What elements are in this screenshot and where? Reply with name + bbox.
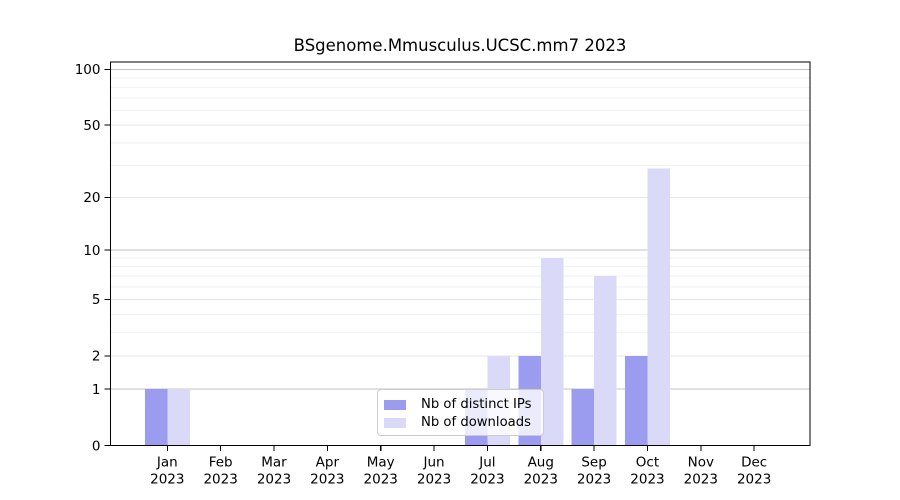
y-tick-label: 1 xyxy=(92,382,101,398)
y-tick-label: 0 xyxy=(92,438,101,454)
y-tick-label: 50 xyxy=(83,118,100,134)
bar-distinct-ips-oct xyxy=(624,355,648,446)
bar-distinct-ips-sep xyxy=(571,388,595,446)
x-tick-label-year: 2023 xyxy=(364,472,398,488)
x-tick-label-month: Mar xyxy=(261,455,287,471)
x-tick-label-year: 2023 xyxy=(257,472,291,488)
x-tick-label-year: 2023 xyxy=(310,472,344,488)
x-tick-label-year: 2023 xyxy=(577,472,611,488)
x-tick-label-month: Feb xyxy=(209,455,233,471)
bar-downloads-aug xyxy=(540,257,564,446)
x-tick-label-year: 2023 xyxy=(417,472,451,488)
x-tick-label-month: Dec xyxy=(741,455,767,471)
x-tick-label-month: Jul xyxy=(478,455,495,471)
y-tick-label: 5 xyxy=(92,292,101,308)
legend-label-downloads: Nb of downloads xyxy=(421,415,531,430)
x-tick-label-year: 2023 xyxy=(737,472,771,488)
x-tick-label-month: Jan xyxy=(156,455,178,471)
x-tick-label-year: 2023 xyxy=(630,472,664,488)
x-tick-label-year: 2023 xyxy=(150,472,184,488)
x-tick-label-month: Sep xyxy=(581,455,606,471)
y-tick-label: 100 xyxy=(75,62,101,78)
legend: Nb of distinct IPs Nb of downloads xyxy=(377,389,544,436)
x-tick-label-month: Jun xyxy=(423,455,445,471)
legend-label-distinct-ips: Nb of distinct IPs xyxy=(421,397,532,412)
y-tick-label: 20 xyxy=(83,190,100,206)
legend-item-distinct-ips: Nb of distinct IPs xyxy=(384,396,543,414)
x-tick-label-year: 2023 xyxy=(470,472,504,488)
x-tick-label-month: Nov xyxy=(688,455,714,471)
legend-swatch-distinct-ips xyxy=(384,400,406,410)
x-tick-label-month: May xyxy=(367,455,395,471)
bar-downloads-oct xyxy=(647,168,670,446)
legend-swatch-downloads xyxy=(384,418,406,428)
x-tick-label-month: Oct xyxy=(636,455,659,471)
bar-distinct-ips-jan xyxy=(144,388,168,446)
x-tick-label-month: Apr xyxy=(316,455,340,471)
bar-downloads-sep xyxy=(594,275,617,446)
x-tick-label-year: 2023 xyxy=(203,472,237,488)
x-tick-label-month: Aug xyxy=(528,455,554,471)
y-tick-label: 2 xyxy=(92,349,101,365)
x-tick-label-year: 2023 xyxy=(524,472,558,488)
chart-title: BSgenome.Mmusculus.UCSC.mm7 2023 xyxy=(293,36,627,55)
x-tick-label-year: 2023 xyxy=(684,472,718,488)
y-tick-label: 10 xyxy=(83,243,100,259)
plot-box xyxy=(109,61,811,447)
bar-downloads-jan xyxy=(167,388,190,446)
legend-item-downloads: Nb of downloads xyxy=(384,414,543,432)
